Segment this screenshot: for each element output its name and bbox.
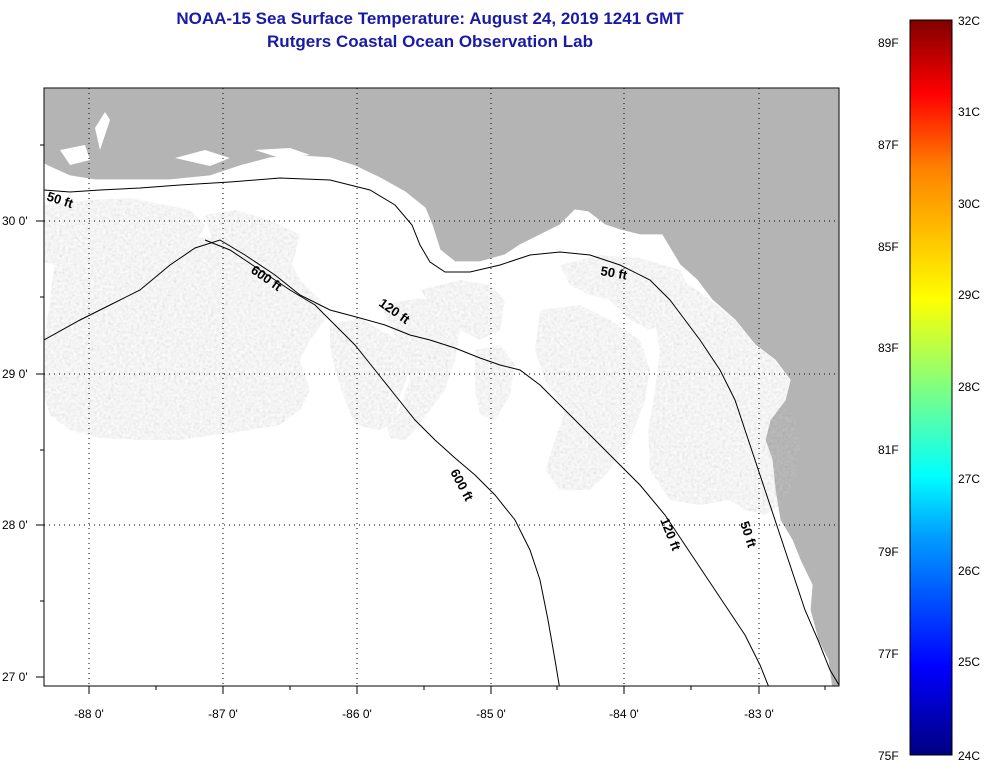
lon-label: -84 0' [609, 707, 639, 721]
colorbar-f-label: 89F [878, 36, 899, 50]
sst-patch-mid-yellow [475, 345, 515, 420]
colorbar-f-label: 75F [878, 749, 899, 763]
sst-patch-east-lime [660, 385, 720, 470]
isobath-120ft [44, 239, 769, 686]
colorbar-f-label: 77F [878, 647, 899, 661]
colorbar-f-label: 87F [878, 138, 899, 152]
axis-ticks [36, 144, 826, 694]
isobath-50ft-north [44, 177, 839, 686]
isobath-600ft [204, 239, 560, 686]
sst-patch-west-yellow [55, 320, 160, 420]
lon-label: -88 0' [74, 707, 104, 721]
sst-patch-center-red [385, 410, 420, 440]
colorbar-c-label: 29C [958, 288, 980, 302]
colorbar-f-label: 83F [878, 341, 899, 355]
colorbar-c-label: 26C [958, 564, 980, 578]
colorbar-c-label: 25C [958, 655, 980, 669]
sst-data-layer [44, 198, 800, 515]
colorbar-c-label: 30C [958, 197, 980, 211]
lat-label: 27 0' [2, 670, 28, 684]
lat-label: 28 0' [2, 518, 28, 532]
colorbar-f-label: 81F [878, 443, 899, 457]
lon-label: -87 0' [208, 707, 238, 721]
sst-patch-east-yellow [730, 355, 785, 470]
colorbar-c-label: 28C [958, 380, 980, 394]
lon-label: -85 0' [476, 707, 506, 721]
colorbar-c-label: 24C [958, 749, 980, 763]
colorbar-f-label: 79F [878, 545, 899, 559]
temperature-colorbar: 89F 87F 85F 83F 81F 79F 77F 75F 32C 31C … [878, 14, 980, 763]
colorbar-f-label: 85F [878, 240, 899, 254]
colorbar-gradient [909, 19, 953, 756]
latitude-labels: 30 0' 29 0' 28 0' 27 0' [2, 214, 28, 684]
lat-label: 30 0' [2, 214, 28, 228]
land-panhandle [44, 88, 839, 686]
isobaths [44, 177, 839, 686]
lon-label: -86 0' [342, 707, 372, 721]
lon-label: -83 0' [744, 707, 774, 721]
colorbar-c-label: 27C [958, 472, 980, 486]
colorbar-c-label: 31C [958, 105, 980, 119]
sst-patch-upper-orange [205, 210, 300, 285]
longitude-labels: -88 0' -87 0' -86 0' -85 0' -84 0' -83 0… [74, 707, 774, 721]
map-subtitle: Rutgers Coastal Ocean Observation Lab [267, 32, 593, 51]
contour-label-50ft-east: 50 ft [599, 263, 629, 283]
lat-label: 29 0' [2, 367, 28, 381]
map-title: NOAA-15 Sea Surface Temperature: August … [176, 9, 684, 28]
colorbar-c-label: 32C [958, 14, 980, 28]
sst-patch-center-navy [340, 330, 378, 395]
sst-patch-center-green [380, 298, 460, 440]
sst-patch-east-green [535, 305, 650, 490]
sst-patch-center-orange [420, 280, 505, 340]
